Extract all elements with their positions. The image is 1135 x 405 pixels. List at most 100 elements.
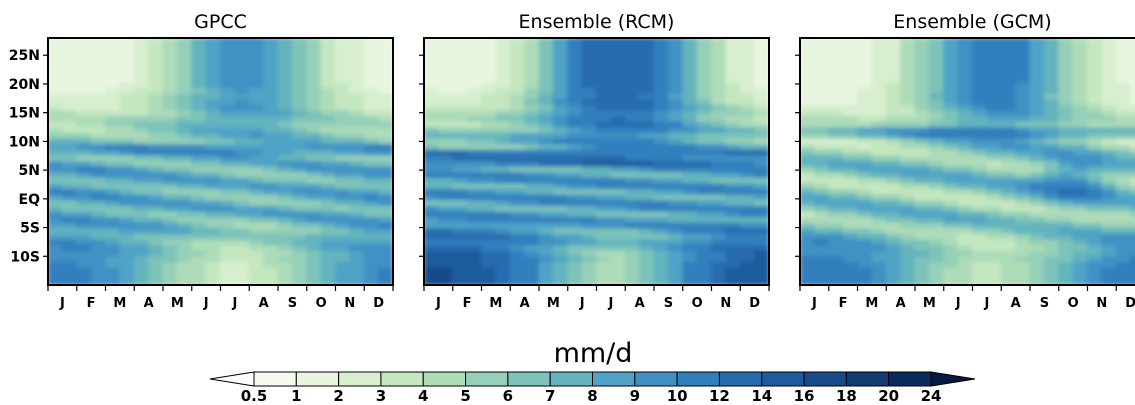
heatmap-cell: [682, 262, 698, 269]
heatmap-cell: [1087, 245, 1103, 252]
heatmap-cell: [306, 48, 322, 56]
heatmap-cell: [1029, 161, 1045, 168]
heatmap-cell: [842, 82, 859, 90]
heatmap-cell: [754, 88, 769, 95]
heatmap-cell: [1115, 228, 1132, 235]
heatmap-cell: [320, 189, 337, 196]
heatmap-cell: [119, 88, 135, 95]
heatmap-cell: [452, 262, 468, 269]
heatmap-cell: [1101, 38, 1117, 45]
heatmap-cell: [205, 43, 222, 50]
heatmap-cell: [1115, 250, 1132, 258]
heatmap-cell: [754, 267, 769, 275]
heatmap-cell: [306, 65, 322, 73]
heatmap-cell: [696, 239, 713, 247]
heatmap-cell: [800, 121, 815, 129]
heatmap-cell: [306, 166, 322, 174]
heatmap-cell: [813, 127, 830, 134]
heatmap-cell: [696, 262, 713, 269]
heatmap-cell: [624, 222, 641, 230]
heatmap-cell: [596, 233, 612, 241]
heatmap-cell: [828, 155, 844, 162]
heatmap-cell: [986, 233, 1002, 241]
heatmap-cell: [914, 116, 930, 123]
heatmap-cell: [828, 65, 844, 73]
heatmap-cell: [1029, 228, 1045, 235]
heatmap-cell: [871, 200, 887, 207]
heatmap-cell: [928, 172, 945, 179]
heatmap-cell: [363, 205, 380, 213]
heatmap-cell: [524, 149, 540, 157]
heatmap-cell: [813, 245, 830, 252]
x-tick-label: A: [635, 296, 645, 311]
heatmap-cell: [711, 278, 727, 285]
heatmap-cell: [466, 127, 483, 134]
heatmap-cell: [928, 82, 945, 90]
heatmap-cell: [105, 177, 121, 185]
heatmap-cell: [1015, 127, 1031, 134]
heatmap-cell: [639, 228, 655, 235]
heatmap-cell: [452, 211, 468, 219]
heatmap-cell: [205, 194, 222, 202]
heatmap-cell: [248, 250, 265, 258]
heatmap-cell: [957, 48, 974, 56]
heatmap-cell: [639, 172, 655, 179]
heatmap-cell: [48, 59, 63, 67]
heatmap-cell: [191, 250, 207, 258]
heatmap-cell: [857, 200, 873, 207]
heatmap-cell: [481, 228, 497, 235]
heatmap-cell: [624, 262, 641, 269]
heatmap-cell: [957, 88, 974, 95]
heatmap-cell: [378, 200, 393, 207]
heatmap-cell: [885, 71, 902, 78]
heatmap-cell: [335, 250, 351, 258]
heatmap-cell: [48, 273, 63, 280]
heatmap-cell: [437, 48, 454, 56]
heatmap-cell: [291, 149, 308, 157]
heatmap-cell: [119, 211, 135, 219]
heatmap-cell: [1043, 59, 1060, 67]
heatmap-cell: [1000, 110, 1017, 118]
heatmap-cell: [610, 71, 626, 78]
heatmap-cell: [552, 38, 569, 45]
heatmap-cell: [842, 132, 859, 140]
heatmap-cell: [176, 256, 193, 264]
heatmap-cell: [567, 217, 583, 224]
heatmap-cell: [943, 155, 959, 162]
heatmap-cell: [754, 138, 769, 146]
heatmap-cell: [1072, 217, 1089, 224]
heatmap-cell: [378, 65, 393, 73]
heatmap-cell: [191, 217, 207, 224]
colorbar-tick-label: 24: [921, 387, 942, 405]
heatmap-cell: [263, 205, 279, 213]
heatmap-cell: [885, 222, 902, 230]
heatmap-cell: [48, 194, 63, 202]
heatmap-cell: [76, 65, 92, 73]
heatmap-cell: [754, 99, 769, 106]
heatmap-cell: [452, 104, 468, 112]
heatmap-cell: [495, 183, 511, 191]
heatmap-cell: [263, 155, 279, 162]
heatmap-cell: [191, 149, 207, 157]
heatmap-cell: [133, 228, 150, 235]
heatmap-cell: [349, 71, 365, 78]
x-tick-label: M: [865, 296, 878, 311]
heatmap-cell: [234, 161, 250, 168]
heatmap-cell: [871, 76, 887, 84]
heatmap-cell: [1029, 267, 1045, 275]
heatmap-cell: [105, 65, 121, 73]
x-tick-label: F: [87, 296, 96, 311]
y-tick-label: 15N: [9, 106, 40, 122]
heatmap-cell: [119, 110, 135, 118]
heatmap-cell: [263, 71, 279, 78]
heatmap-cell: [1130, 71, 1135, 78]
heatmap-cell: [596, 211, 612, 219]
heatmap-cell: [696, 233, 713, 241]
heatmap-cell: [378, 161, 393, 168]
heatmap-cell: [1101, 183, 1117, 191]
heatmap-cell: [1072, 127, 1089, 134]
heatmap-cell: [105, 211, 121, 219]
heatmap-cell: [1101, 149, 1117, 157]
heatmap-cell: [90, 116, 107, 123]
heatmap-cell: [928, 121, 945, 129]
